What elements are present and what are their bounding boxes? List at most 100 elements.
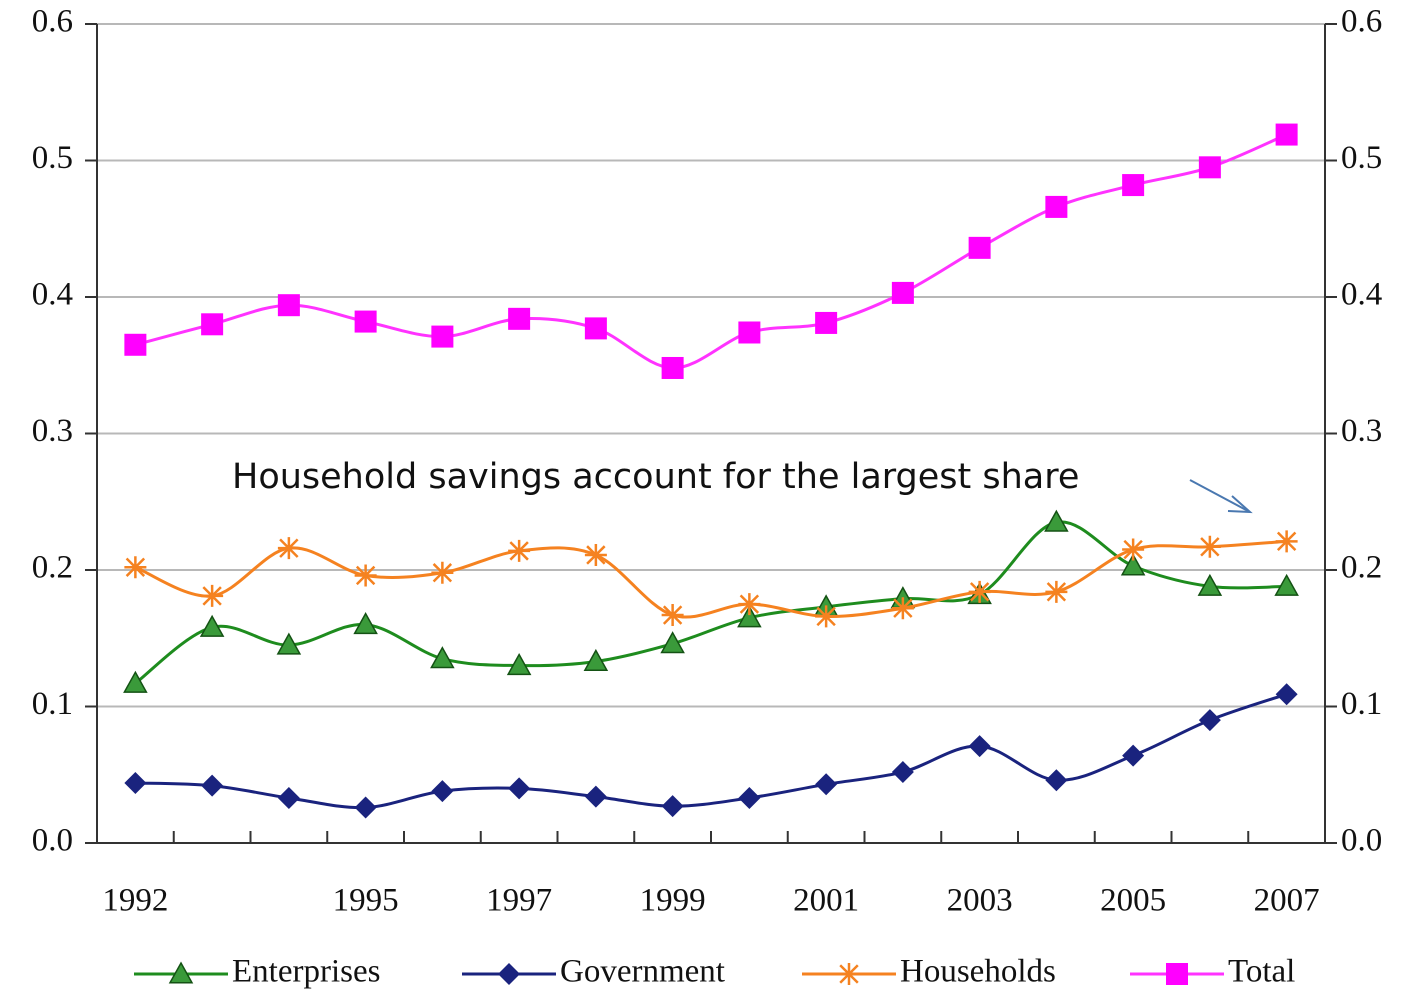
marker xyxy=(968,236,991,259)
series-line xyxy=(134,133,1288,370)
series-line xyxy=(135,692,1288,810)
marker xyxy=(124,333,147,356)
y2-tick-label: 0.1 xyxy=(1341,686,1382,722)
marker xyxy=(738,321,761,344)
y2-tick-label: 0.0 xyxy=(1341,823,1382,859)
marker xyxy=(506,653,532,676)
x-tick-label: 2005 xyxy=(1100,883,1166,919)
x-tick-label: 2001 xyxy=(793,883,859,919)
marker xyxy=(431,780,454,803)
marker xyxy=(1045,769,1068,792)
marker xyxy=(1275,530,1298,553)
marker xyxy=(891,761,914,784)
y-tick-label: 0.3 xyxy=(32,413,73,449)
marker xyxy=(354,564,377,587)
marker xyxy=(584,785,607,808)
marker xyxy=(737,605,762,628)
marker xyxy=(508,307,531,330)
x-tick-label: 2003 xyxy=(947,883,1013,919)
legend-label: Households xyxy=(900,954,1056,990)
marker xyxy=(354,310,377,333)
legend-label: Government xyxy=(560,954,725,990)
y-tick-label: 0.4 xyxy=(32,277,73,313)
marker xyxy=(1197,573,1223,596)
marker xyxy=(1045,195,1068,218)
y-tick-label: 0.6 xyxy=(32,4,73,40)
marker xyxy=(815,311,838,334)
y2-tick-label: 0.6 xyxy=(1341,4,1382,40)
legend-label: Enterprises xyxy=(232,954,380,990)
x-tick-label: 2007 xyxy=(1254,883,1320,919)
legend-marker xyxy=(838,963,860,985)
legend-label: Total xyxy=(1228,954,1295,990)
marker xyxy=(584,543,607,566)
marker xyxy=(201,584,224,607)
marker xyxy=(123,670,148,693)
marker xyxy=(660,631,685,654)
y-tick-label: 0.5 xyxy=(32,140,73,176)
marker xyxy=(276,632,302,655)
marker xyxy=(661,356,684,379)
marker xyxy=(1198,535,1221,558)
marker xyxy=(815,605,838,628)
marker xyxy=(431,325,454,348)
marker xyxy=(1122,744,1145,767)
series xyxy=(124,530,1298,628)
marker xyxy=(1122,538,1145,561)
y2-tick-label: 0.5 xyxy=(1341,140,1382,176)
marker xyxy=(431,561,454,584)
y2-tick-label: 0.4 xyxy=(1341,277,1382,313)
marker xyxy=(124,556,147,579)
series xyxy=(124,683,1298,819)
legend-marker xyxy=(498,963,520,985)
series-line xyxy=(134,539,1287,619)
marker xyxy=(508,777,531,800)
marker xyxy=(968,580,991,603)
marker xyxy=(201,313,224,336)
marker xyxy=(738,786,761,809)
annotation: Household savings account for the larges… xyxy=(232,457,1079,497)
marker xyxy=(661,604,684,627)
marker xyxy=(201,774,224,797)
x-tick-label: 1992 xyxy=(102,883,168,919)
marker xyxy=(1122,174,1145,197)
x-tick-label: 1999 xyxy=(640,883,706,919)
marker xyxy=(1045,580,1068,603)
y-tick-label: 0.1 xyxy=(32,686,73,722)
marker xyxy=(508,539,531,562)
series xyxy=(124,123,1298,379)
marker xyxy=(968,735,991,758)
marker xyxy=(584,317,607,340)
x-tick-label: 1997 xyxy=(486,883,552,919)
marker xyxy=(354,796,377,819)
marker xyxy=(1274,573,1299,596)
y-tick-label: 0.0 xyxy=(32,823,73,859)
legend-marker xyxy=(1166,963,1188,985)
marker xyxy=(1044,509,1069,532)
marker xyxy=(738,593,761,616)
marker xyxy=(199,614,225,637)
series-line xyxy=(134,520,1287,685)
y2-tick-label: 0.2 xyxy=(1341,550,1382,586)
marker xyxy=(1198,156,1221,179)
marker xyxy=(891,597,914,620)
marker xyxy=(583,648,609,672)
marker xyxy=(1120,553,1146,576)
marker xyxy=(891,281,914,304)
marker xyxy=(277,786,300,809)
marker xyxy=(1275,123,1298,146)
series xyxy=(123,509,1299,693)
marker xyxy=(1275,683,1298,706)
marker xyxy=(277,294,300,317)
legend-marker xyxy=(168,961,194,984)
marker xyxy=(1198,709,1221,732)
annotation-arrow xyxy=(1189,479,1253,514)
x-tick-label: 1995 xyxy=(333,883,399,919)
marker xyxy=(353,612,378,635)
marker xyxy=(277,537,300,560)
marker xyxy=(661,795,684,818)
marker xyxy=(815,773,838,796)
marker xyxy=(124,771,147,794)
y-tick-label: 0.2 xyxy=(32,550,73,586)
